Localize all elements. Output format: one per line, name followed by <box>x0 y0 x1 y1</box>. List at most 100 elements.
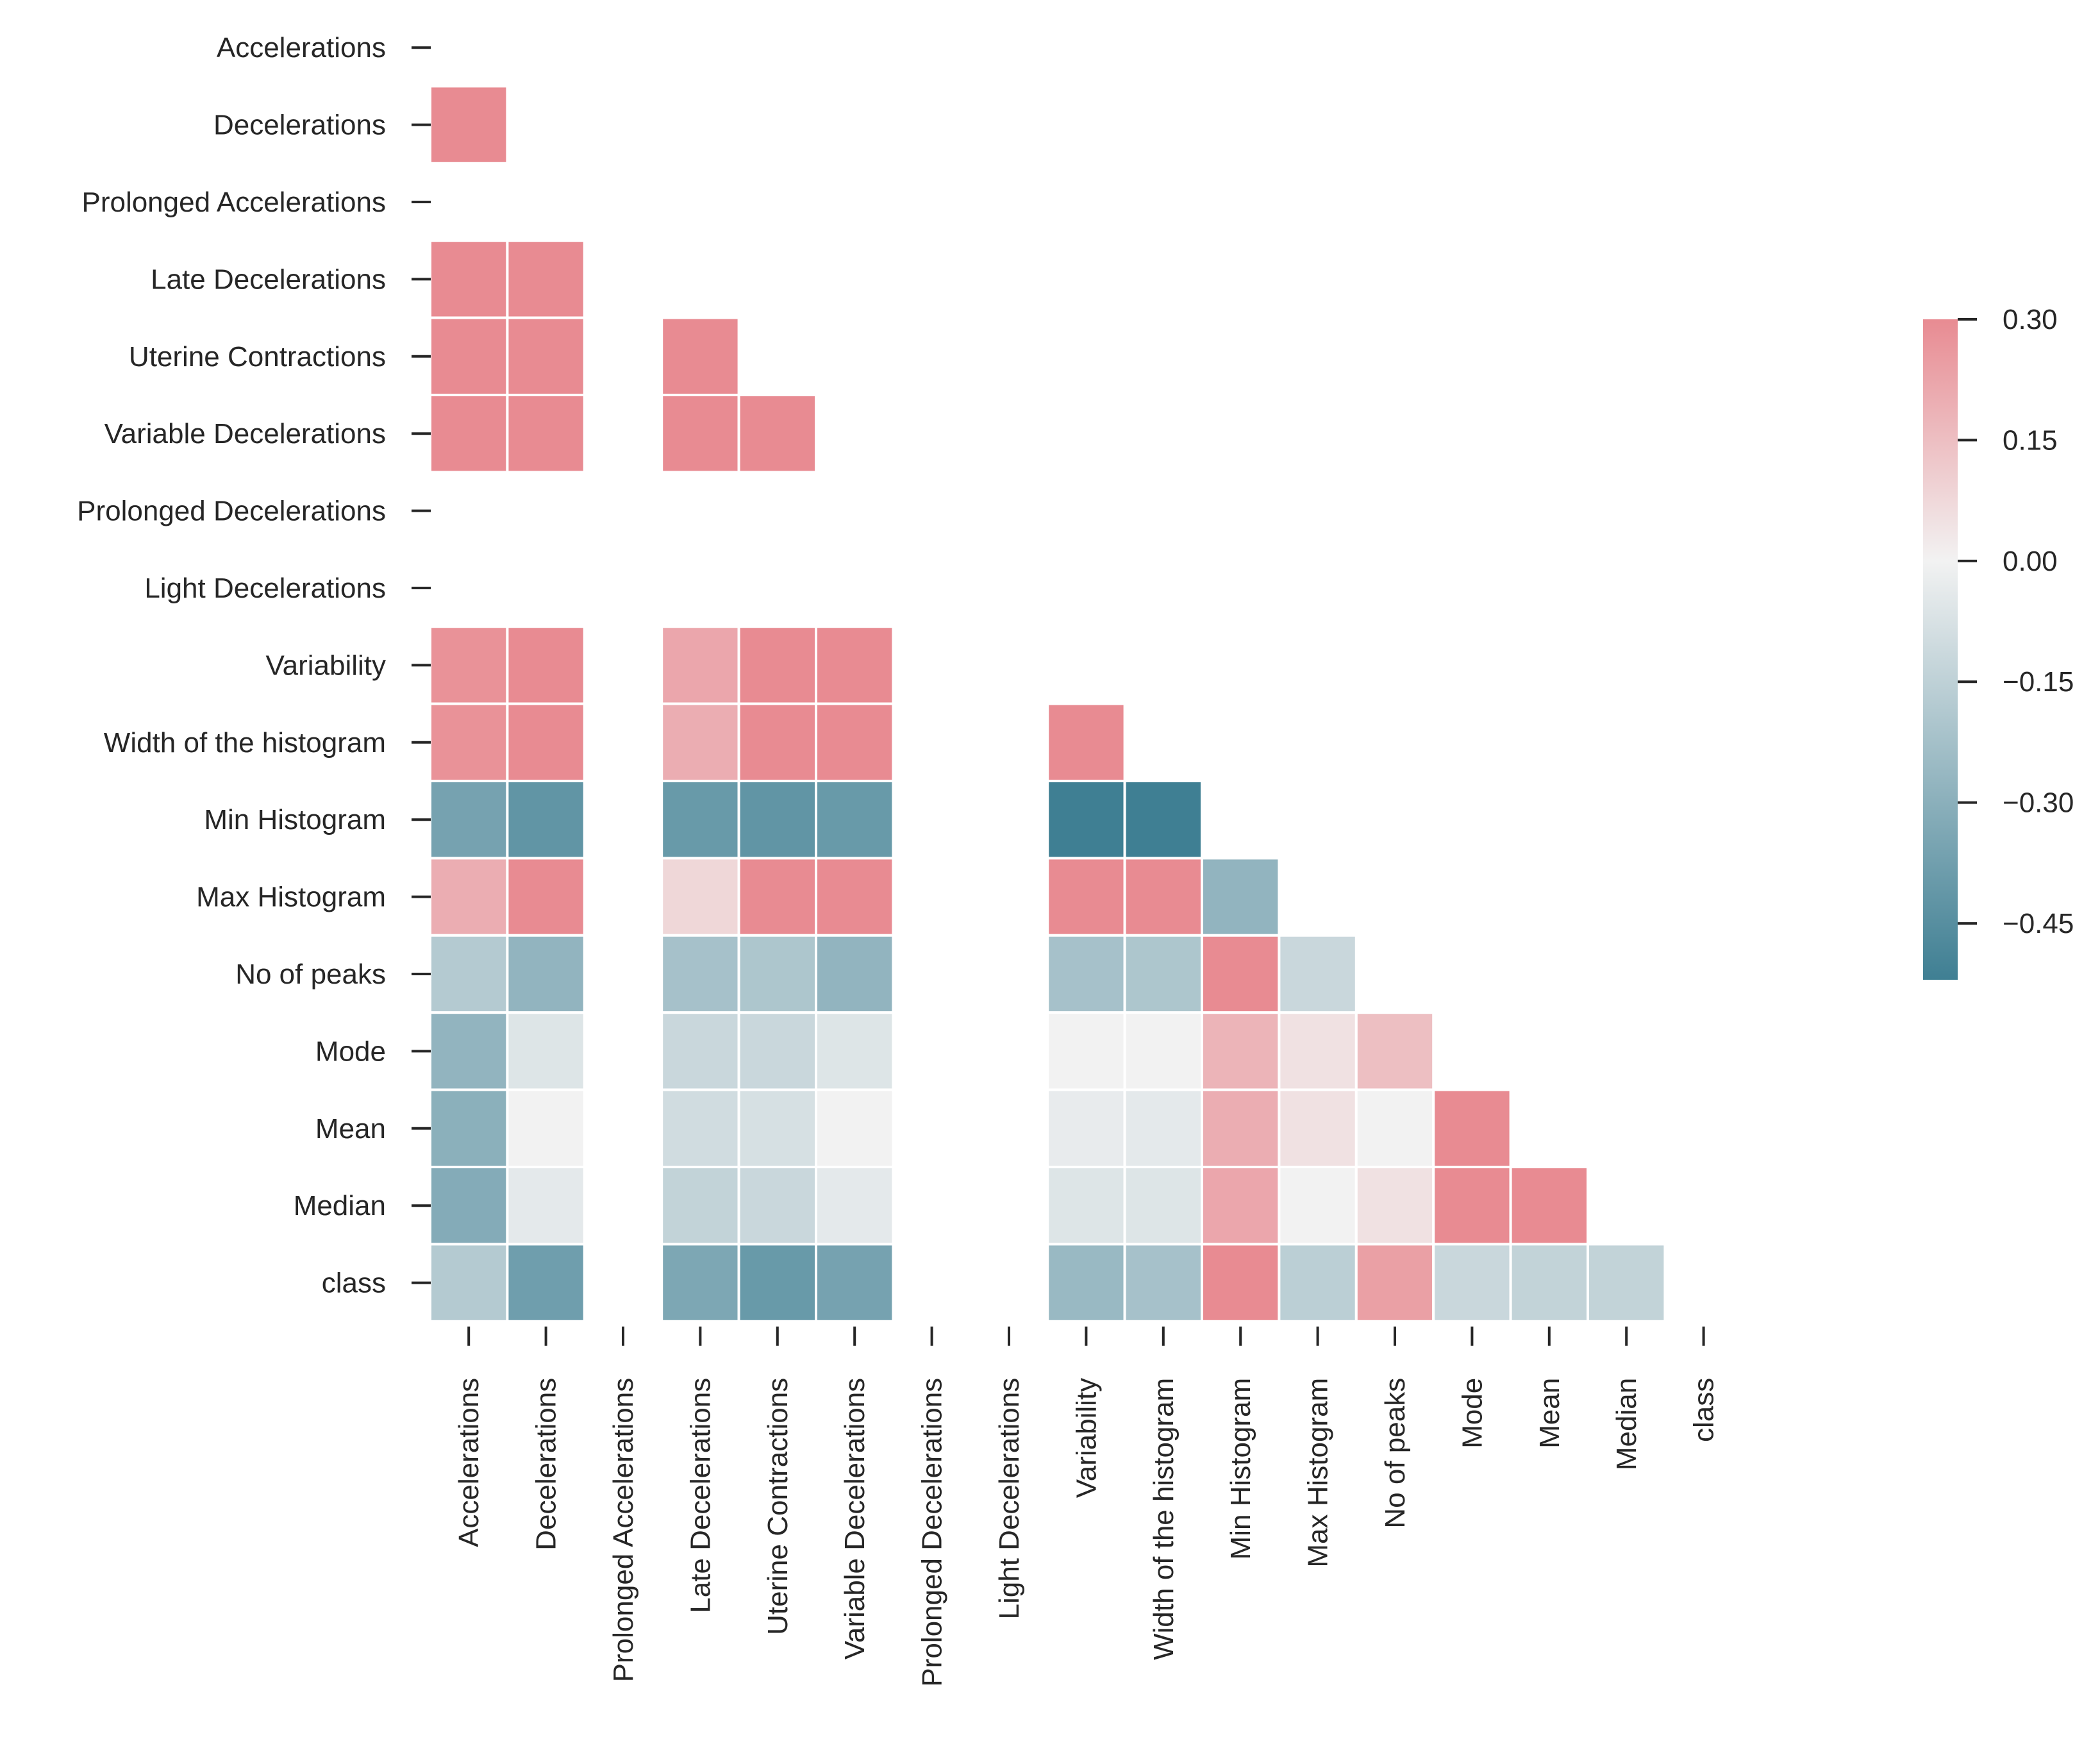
heatmap-cells <box>429 85 1667 1323</box>
heatmap-cell-15-3 <box>660 1166 740 1246</box>
heatmap-cell-5-0 <box>429 394 509 474</box>
heatmap-cell-8-1 <box>506 625 586 705</box>
x-tick-label: Width of the histogram <box>1148 1378 1179 1660</box>
colorbar-gradient <box>1923 319 1958 980</box>
heatmap-cell-14-0 <box>429 1088 509 1168</box>
heatmap-cell-1-0 <box>429 85 509 165</box>
heatmap-cell-9-1 <box>506 702 586 782</box>
heatmap-cell-14-8 <box>1046 1088 1126 1168</box>
colorbar-tick-label: 0.00 <box>2003 546 2058 577</box>
heatmap-cell-15-8 <box>1046 1166 1126 1246</box>
x-tick-label: Prolonged Decelerations <box>917 1378 948 1687</box>
heatmap-cell-12-11 <box>1278 934 1358 1014</box>
heatmap-cell-11-3 <box>660 857 740 937</box>
x-tick-label: Prolonged Accelerations <box>608 1378 639 1683</box>
heatmap-cell-8-4 <box>737 625 817 705</box>
heatmap-cell-13-3 <box>660 1011 740 1091</box>
heatmap-cell-16-15 <box>1587 1243 1667 1323</box>
heatmap-cell-3-1 <box>506 239 586 319</box>
heatmap-cell-14-11 <box>1278 1088 1358 1168</box>
heatmap-cell-5-1 <box>506 394 586 474</box>
y-tick-label: Prolonged Accelerations <box>81 187 386 218</box>
heatmap-cell-12-3 <box>660 934 740 1014</box>
y-tick-label: Late Decelerations <box>151 264 386 295</box>
heatmap-cell-13-11 <box>1278 1011 1358 1091</box>
heatmap-cell-13-10 <box>1201 1011 1281 1091</box>
heatmap-cell-15-5 <box>815 1166 895 1246</box>
heatmap-cell-9-3 <box>660 702 740 782</box>
heatmap-cell-16-13 <box>1432 1243 1512 1323</box>
x-tick-label: Mode <box>1456 1378 1488 1448</box>
heatmap-cell-15-12 <box>1354 1166 1435 1246</box>
heatmap-cell-16-12 <box>1354 1243 1435 1323</box>
y-tick-label: Accelerations <box>217 32 386 63</box>
y-tick-label: Min Histogram <box>204 804 386 835</box>
x-tick-label: Variable Decelerations <box>839 1378 871 1659</box>
x-tick-label: Mean <box>1534 1378 1565 1448</box>
heatmap-cell-10-1 <box>506 780 586 860</box>
heatmap-cell-16-14 <box>1509 1243 1590 1323</box>
heatmap-cell-8-5 <box>815 625 895 705</box>
heatmap-cell-10-8 <box>1046 780 1126 860</box>
heatmap-cell-10-5 <box>815 780 895 860</box>
y-tick-label: Mean <box>315 1113 386 1145</box>
colorbar-tick-label: 0.30 <box>2003 304 2058 335</box>
heatmap-cell-8-3 <box>660 625 740 705</box>
heatmap-cell-10-3 <box>660 780 740 860</box>
x-tick-label: Accelerations <box>453 1378 485 1547</box>
heatmap-cell-15-9 <box>1123 1166 1203 1246</box>
heatmap-cell-10-4 <box>737 780 817 860</box>
heatmap-cell-9-5 <box>815 702 895 782</box>
heatmap-cell-11-1 <box>506 857 586 937</box>
heatmap-cell-4-0 <box>429 316 509 397</box>
heatmap-cell-13-9 <box>1123 1011 1203 1091</box>
heatmap-cell-9-8 <box>1046 702 1126 782</box>
heatmap-cell-11-5 <box>815 857 895 937</box>
y-tick-label: Light Decelerations <box>144 573 386 604</box>
heatmap-cell-11-4 <box>737 857 817 937</box>
heatmap-cell-11-0 <box>429 857 509 937</box>
y-tick-label: Max Histogram <box>196 882 386 913</box>
heatmap-cell-12-0 <box>429 934 509 1014</box>
x-tick-label: Uterine Contractions <box>762 1378 794 1635</box>
heatmap-cell-12-10 <box>1201 934 1281 1014</box>
heatmap-cell-5-3 <box>660 394 740 474</box>
heatmap-cell-13-12 <box>1354 1011 1435 1091</box>
y-axis: Accelerations Decelerations Prolonged Acce… <box>77 32 431 1299</box>
heatmap-cell-4-1 <box>506 316 586 397</box>
heatmap-cell-11-10 <box>1201 857 1281 937</box>
heatmap-cell-16-9 <box>1123 1243 1203 1323</box>
heatmap-cell-11-8 <box>1046 857 1126 937</box>
x-tick-label: Max Histogram <box>1303 1378 1334 1568</box>
heatmap-cell-14-13 <box>1432 1088 1512 1168</box>
heatmap-cell-16-4 <box>737 1243 817 1323</box>
y-tick-label: Width of the histogram <box>104 727 386 759</box>
heatmap-cell-15-11 <box>1278 1166 1358 1246</box>
heatmap-cell-15-1 <box>506 1166 586 1246</box>
heatmap-cell-4-3 <box>660 316 740 397</box>
y-tick-label: Decelerations <box>213 110 386 141</box>
heatmap-cell-13-5 <box>815 1011 895 1091</box>
heatmap-cell-9-0 <box>429 702 509 782</box>
heatmap-cell-10-0 <box>429 780 509 860</box>
heatmap-cell-16-1 <box>506 1243 586 1323</box>
y-tick-label: Prolonged Decelerations <box>77 496 386 527</box>
heatmap-cell-14-1 <box>506 1088 586 1168</box>
x-tick-label: No of peaks <box>1379 1378 1411 1529</box>
y-tick-label: Median <box>294 1190 386 1221</box>
x-tick-label: Median <box>1611 1378 1642 1470</box>
colorbar-tick-label: −0.45 <box>2003 908 2074 939</box>
heatmap-cell-12-4 <box>737 934 817 1014</box>
heatmap-cell-9-4 <box>737 702 817 782</box>
heatmap-cell-14-12 <box>1354 1088 1435 1168</box>
heatmap-cell-15-10 <box>1201 1166 1281 1246</box>
heatmap-cell-3-0 <box>429 239 509 319</box>
heatmap-cell-8-0 <box>429 625 509 705</box>
heatmap-cell-16-0 <box>429 1243 509 1323</box>
heatmap-cell-11-9 <box>1123 857 1203 937</box>
heatmap-cell-16-11 <box>1278 1243 1358 1323</box>
heatmap-cell-16-8 <box>1046 1243 1126 1323</box>
heatmap-cell-14-5 <box>815 1088 895 1168</box>
colorbar-tick-label: 0.15 <box>2003 424 2058 456</box>
